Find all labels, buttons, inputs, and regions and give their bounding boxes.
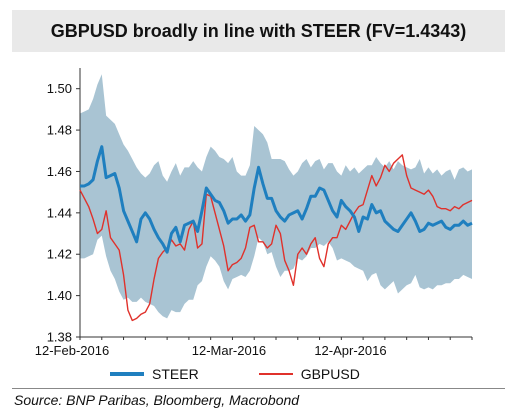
y-tick-label: 1.40	[47, 288, 72, 303]
legend-label-steer: STEER	[152, 366, 199, 382]
y-tick-label: 1.46	[47, 164, 72, 179]
steer-fair-value-band	[80, 74, 472, 319]
legend-label-gbpusd: GBPUSD	[300, 366, 360, 382]
chart-title-band: GBPUSD broadly in line with STEER (FV=1.…	[12, 10, 505, 52]
y-tick-label: 1.38	[47, 330, 72, 345]
y-tick-label: 1.48	[47, 123, 72, 138]
steer-line	[80, 145, 473, 254]
x-tick-label: 12-Mar-2016	[192, 343, 266, 358]
x-tick-label: 12-Apr-2016	[314, 343, 386, 358]
y-tick-label: 1.50	[47, 81, 72, 96]
gbpusd-line	[79, 154, 473, 322]
chart-legend: STEER GBPUSD	[110, 366, 420, 382]
x-tick-label: 12-Feb-2016	[35, 343, 109, 358]
line-chart: 1.38 1.40 1.42 1.44 1.46 1.48 1.50 12-Feb-2016 1…	[35, 68, 473, 358]
source-divider	[12, 388, 505, 389]
legend-swatch-gbpusd	[258, 373, 293, 375]
legend-item-gbpusd: GBPUSD	[258, 366, 360, 382]
y-tick-label: 1.44	[47, 205, 72, 220]
y-tick-label: 1.42	[47, 247, 72, 262]
source-note: Source: BNP Paribas, Bloomberg, Macrobon…	[14, 392, 300, 408]
chart-title: GBPUSD broadly in line with STEER (FV=1.…	[50, 20, 467, 41]
legend-swatch-steer	[110, 372, 144, 376]
legend-item-steer: STEER	[110, 366, 199, 382]
